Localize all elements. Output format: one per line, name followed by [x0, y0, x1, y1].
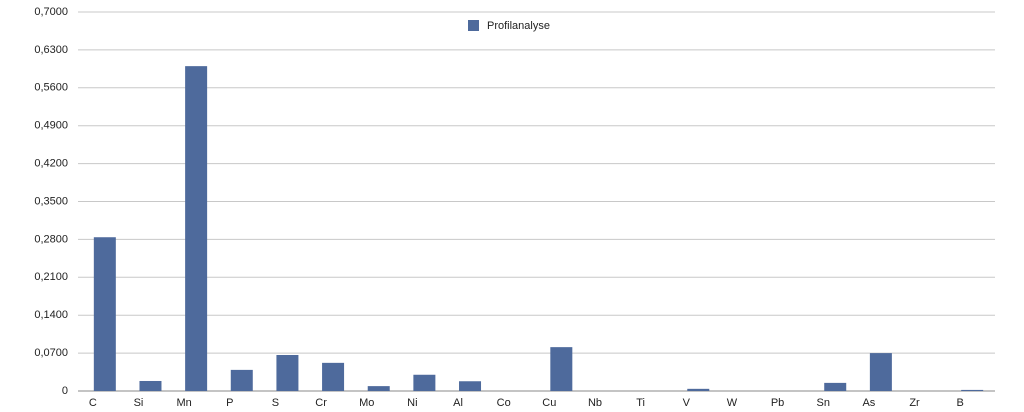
- y-tick-label: 0,4200: [34, 158, 68, 170]
- x-tick-label: Mo: [359, 397, 374, 409]
- x-tick-label: V: [683, 397, 691, 409]
- x-tick-label: Al: [453, 397, 463, 409]
- x-tick-label: Zr: [909, 397, 920, 409]
- x-tick-label: Ti: [636, 397, 645, 409]
- legend-swatch: [468, 20, 479, 31]
- x-tick-label: S: [272, 397, 279, 409]
- bar: [459, 381, 482, 391]
- bar: [322, 362, 345, 391]
- x-tick-label: As: [862, 397, 875, 409]
- bar: [230, 369, 253, 391]
- x-tick-label: Pb: [771, 397, 784, 409]
- bar: [276, 354, 299, 391]
- y-tick-label: 0,0700: [34, 347, 68, 359]
- bar: [367, 386, 390, 391]
- bar: [687, 388, 710, 391]
- x-tick-label: Si: [134, 397, 144, 409]
- x-tick-label: B: [957, 397, 964, 409]
- x-tick-label: C: [89, 397, 97, 409]
- y-tick-label: 0,2100: [34, 271, 68, 283]
- bar: [869, 353, 892, 391]
- x-tick-label: P: [226, 397, 233, 409]
- bar: [961, 389, 984, 391]
- y-tick-label: 0,6300: [34, 44, 68, 56]
- y-tick-label: 0,1400: [34, 309, 68, 321]
- bar: [413, 374, 436, 391]
- bar: [139, 380, 162, 391]
- x-tick-label: Cr: [315, 397, 327, 409]
- x-tick-label: Sn: [816, 397, 829, 409]
- bar: [824, 382, 847, 391]
- x-tick-label: Co: [497, 397, 511, 409]
- x-tick-label: Cu: [542, 397, 556, 409]
- bar: [550, 347, 573, 391]
- y-tick-label: 0,7000: [34, 6, 68, 18]
- x-tick-label: W: [727, 397, 738, 409]
- y-tick-label: 0: [62, 385, 68, 397]
- y-tick-label: 0,3500: [34, 195, 68, 207]
- x-tick-label: Nb: [588, 397, 602, 409]
- x-tick-label: Mn: [176, 397, 191, 409]
- y-tick-label: 0,5600: [34, 82, 68, 94]
- y-tick-label: 0,2800: [34, 233, 68, 245]
- bar: [185, 66, 208, 392]
- x-tick-label: Ni: [407, 397, 417, 409]
- bar: [93, 237, 116, 391]
- legend-label: Profilanalyse: [487, 20, 550, 32]
- y-tick-label: 0,4900: [34, 120, 68, 132]
